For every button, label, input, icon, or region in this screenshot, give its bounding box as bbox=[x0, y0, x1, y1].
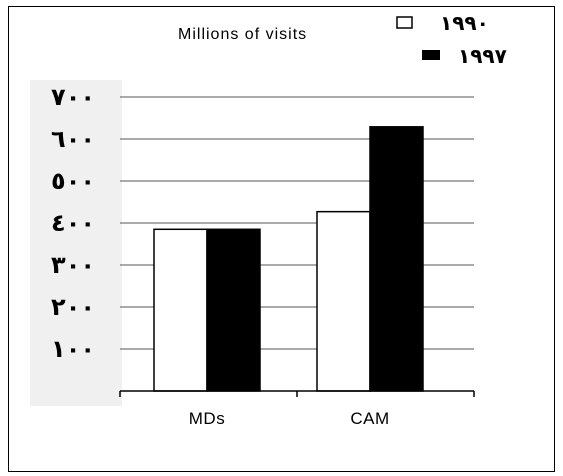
legend-label-1990: ١٩٩٠ bbox=[440, 11, 489, 35]
y-axis-label-panel bbox=[30, 80, 122, 406]
legend-swatch-1997 bbox=[422, 50, 440, 60]
y-tick-label-300: ٣٠٠ bbox=[51, 251, 95, 279]
bar-mds-series-0 bbox=[153, 228, 208, 392]
y-axis-ticks: ١٠٠ ٢٠٠ ٣٠٠ ٤٠٠ ٥٠٠ ٦٠٠ ٧٠٠ bbox=[51, 83, 95, 363]
y-tick-label-400: ٤٠٠ bbox=[51, 209, 95, 237]
bars bbox=[153, 126, 424, 392]
y-tick-label-200: ٢٠٠ bbox=[51, 293, 95, 321]
chart-title: Millions of visits bbox=[178, 26, 307, 43]
bar-cam-series-1 bbox=[369, 126, 424, 392]
y-tick-label-600: ٦٠٠ bbox=[51, 125, 95, 153]
bar-cam-series-0 bbox=[316, 210, 371, 392]
y-tick-label-700: ٧٠٠ bbox=[51, 83, 95, 111]
y-tick-label-500: ٥٠٠ bbox=[51, 167, 95, 195]
x-axis bbox=[119, 390, 475, 397]
x-tick-label-cam: CAM bbox=[350, 409, 389, 428]
legend-label-1997: ١٩٩٧ bbox=[458, 44, 507, 68]
y-tick-label-100: ١٠٠ bbox=[51, 335, 95, 363]
x-axis-ticks: MDs CAM bbox=[189, 409, 389, 428]
legend: ١٩٩٠ ١٩٩٧ bbox=[396, 11, 507, 68]
legend-swatch-1990 bbox=[396, 16, 413, 29]
bar-mds-series-1 bbox=[206, 228, 261, 392]
x-tick-label-mds: MDs bbox=[189, 409, 225, 428]
